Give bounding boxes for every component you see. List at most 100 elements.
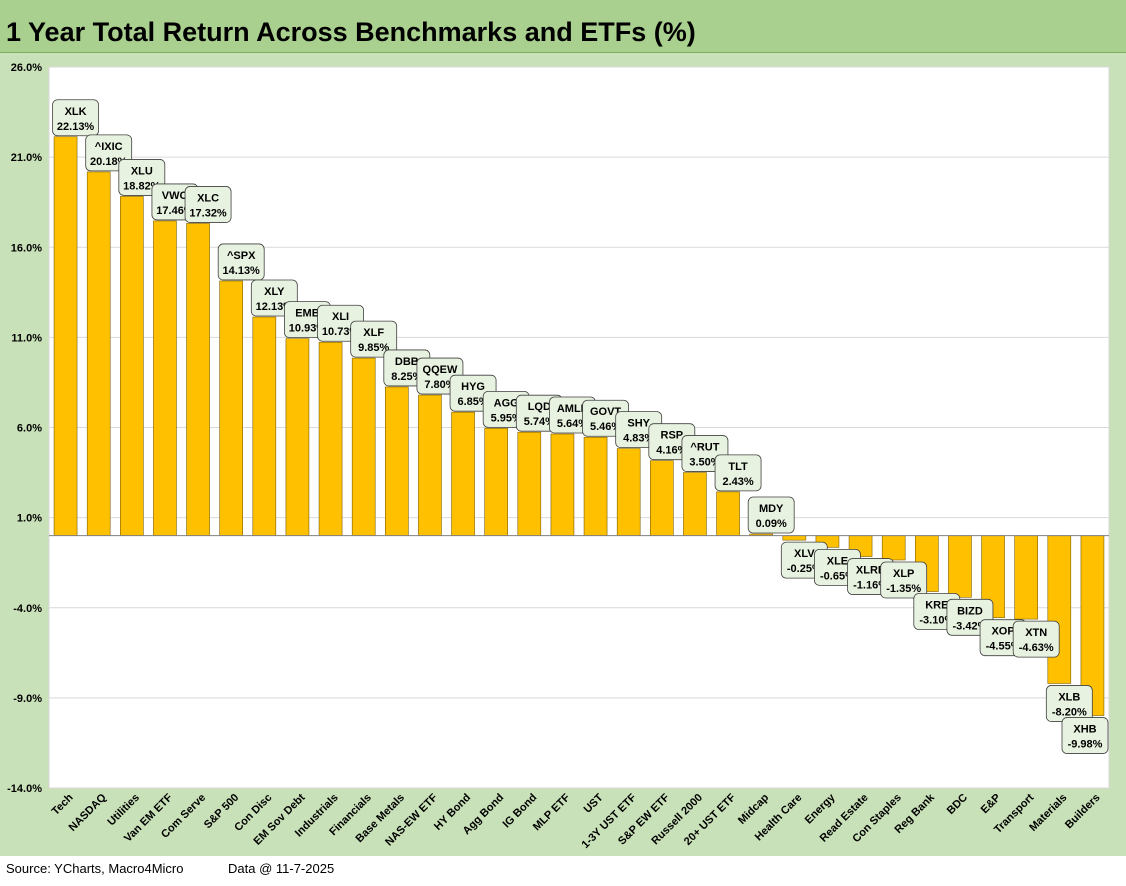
data-label-ticker: LQD [528, 401, 551, 413]
data-label-value: -8.20% [1052, 706, 1087, 718]
data-label-value: 3.50% [689, 457, 720, 469]
bar-agg [484, 428, 508, 536]
data-label-value: 14.13% [223, 265, 261, 277]
data-label-ticker: TLT [728, 461, 748, 473]
data-label-box [52, 99, 99, 137]
data-label-box [1061, 717, 1109, 754]
data-label-ticker: EMB [295, 308, 320, 320]
data-label-value: 5.46% [590, 421, 621, 433]
data-label-value: 22.13% [57, 121, 95, 133]
data-label-value: 2.43% [722, 476, 753, 488]
x-category-label: Builders [1063, 792, 1103, 832]
y-tick-label: 21.0% [11, 152, 42, 164]
data-label-ticker: XLE [827, 555, 848, 567]
data-label-ticker: VWO [162, 190, 189, 202]
title-bar: 1 Year Total Return Across Benchmarks an… [0, 0, 1126, 53]
bar-ixic [86, 171, 111, 536]
data-label-xhb: XHB -9.98% [1061, 717, 1109, 754]
data-label-xlf: XLF 9.85% [350, 320, 398, 358]
bar-hyg [451, 411, 475, 536]
source-note: Source: YCharts, Macro4Micro [6, 861, 184, 876]
data-label-ixic: ^IXIC 20.18% [85, 134, 133, 172]
data-label-box [714, 454, 762, 492]
data-label-xlp: XLP -1.35% [880, 561, 928, 599]
bar-vwo [153, 220, 177, 536]
data-label-value: -3.10% [919, 615, 954, 627]
y-tick-label: 6.0% [17, 423, 42, 435]
data-label-value: 10.93% [289, 323, 327, 335]
bar-xlf [351, 357, 376, 536]
data-label-value: 4.83% [623, 433, 654, 445]
data-label-value: -4.55% [986, 641, 1021, 653]
data-label-value: -3.42% [953, 620, 988, 632]
bar-xlp [881, 535, 906, 561]
data-label-ticker: HYG [461, 381, 485, 393]
data-label-value: 20.18% [90, 156, 128, 168]
data-label-value: 4.16% [656, 445, 687, 457]
data-label-ticker: XHB [1073, 724, 1096, 736]
data-label-ticker: QQEW [423, 364, 458, 376]
y-tick-label: 11.0% [11, 332, 42, 344]
bar-qqew [418, 394, 442, 536]
data-label-ticker: AMLP [557, 403, 588, 415]
data-label-box [350, 320, 398, 358]
data-label-ticker: DBB [395, 356, 419, 368]
data-label-ticker: BIZD [957, 605, 983, 617]
data-label-value: 5.95% [491, 412, 522, 424]
bar-shy [616, 448, 641, 536]
chart-title: 1 Year Total Return Across Benchmarks an… [6, 17, 696, 47]
bar-xli [318, 341, 343, 536]
data-label-ticker: XLK [65, 106, 87, 118]
data-label-xlb: XLB -8.20% [1045, 685, 1093, 722]
data-label-value: -1.35% [886, 583, 921, 595]
data-label-ticker: XLU [131, 165, 153, 177]
data-label-value: 6.85% [457, 396, 488, 408]
bar-rut [683, 472, 707, 536]
data-label-value: 17.46% [156, 205, 194, 217]
data-label-ticker: XLP [893, 568, 914, 580]
data-label-ticker: XLY [264, 286, 285, 298]
bar-rsp [650, 460, 674, 536]
data-label-xlu: XLU 18.82% [118, 159, 166, 196]
bar-chart: 26.0% 21.0% 16.0% 11.0% 6.0% 1.0% -4.0% -9.0% -1… [7, 62, 1110, 851]
data-label-value: 9.85% [358, 342, 389, 354]
data-label-value: -0.25% [787, 563, 822, 575]
bar-govt [583, 436, 608, 536]
data-label-ticker: RSP [661, 430, 684, 442]
bar-dbb [385, 386, 409, 536]
data-label-ticker: XLV [794, 548, 815, 560]
bar-emb [285, 338, 310, 536]
bar-spx [219, 280, 243, 536]
bar-xlc [186, 223, 210, 536]
data-label-mdy: MDY 0.09% [747, 496, 795, 534]
data-label-ticker: XLI [332, 311, 349, 323]
data-label-ticker: MDY [759, 503, 784, 515]
bar-xly [252, 316, 277, 536]
data-labels: XLK 22.13%^IXIC 20.18%XLU 18.82%VWO 17.46% XL… [52, 99, 1109, 754]
data-label-value: 5.64% [557, 418, 588, 430]
data-label-ticker: KRE [925, 600, 948, 612]
bar-xlb [1047, 535, 1072, 684]
data-label-box [1012, 620, 1060, 658]
data-label-value: 18.82% [123, 180, 161, 192]
x-category-label: UST [582, 791, 606, 815]
data-label-ticker: ^IXIC [95, 141, 123, 153]
data-label-box [747, 496, 795, 534]
data-label-xlk: XLK 22.13% [52, 99, 99, 137]
x-category-label: E&P [979, 792, 1003, 816]
data-label-kre: KRE -3.10% [913, 593, 961, 630]
chart-area: 26.0% 21.0% 16.0% 11.0% 6.0% 1.0% -4.0% -9.0% -1… [0, 52, 1126, 860]
bar-amlp [550, 433, 575, 536]
data-label-value: 17.32% [189, 207, 227, 219]
data-label-value: 10.73% [322, 326, 360, 338]
y-tick-label: 1.0% [17, 513, 42, 525]
data-label-box [184, 186, 232, 223]
data-label-value: 8.25% [391, 371, 422, 383]
y-tick-label: -14.0% [7, 783, 42, 795]
bar-xlu [120, 196, 144, 536]
data-label-value: -4.63% [1019, 642, 1054, 654]
data-label-xtn: XTN -4.63% [1012, 620, 1060, 658]
data-label-ticker: XTN [1025, 627, 1047, 639]
data-date-note: Data @ 11-7-2025 [228, 861, 335, 876]
